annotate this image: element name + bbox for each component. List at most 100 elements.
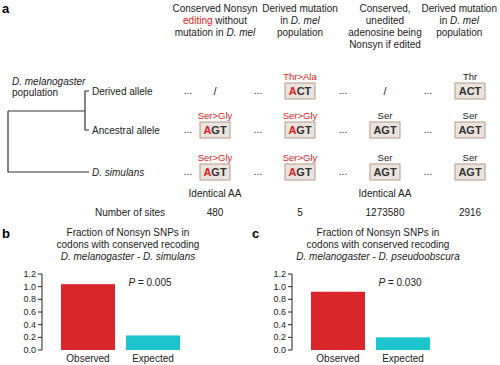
row-label: Ancestral allele xyxy=(92,125,160,136)
aa-change: Ser>Gly xyxy=(198,152,233,163)
codon-first: A xyxy=(459,85,467,97)
bar xyxy=(376,337,430,350)
column-header: population xyxy=(436,27,482,38)
text-run: Derived allele xyxy=(92,86,153,97)
column-header: in D. mel xyxy=(439,15,479,26)
codon: AGT xyxy=(458,124,482,136)
tree-branch xyxy=(85,91,89,130)
y-tick xyxy=(288,337,292,338)
text-run: Nonsyn if edited xyxy=(349,39,421,50)
y-tick-label: 0.6 xyxy=(273,307,286,317)
column-header: Nonsyn if edited xyxy=(349,39,421,50)
text-run: - xyxy=(134,251,143,262)
p-value: P = 0.005 xyxy=(128,277,172,288)
codon: AGT xyxy=(203,124,227,136)
tree-branch xyxy=(8,110,85,111)
codon-box xyxy=(370,164,400,180)
y-tick xyxy=(288,312,292,313)
y-tick xyxy=(288,274,292,275)
site-count: 5 xyxy=(297,207,303,218)
column-header: mutation in D. mel xyxy=(175,27,256,38)
site-count: 2916 xyxy=(459,207,482,218)
row-label: D. simulans xyxy=(92,167,144,178)
column-header: in D. mel xyxy=(280,15,320,26)
panel-a: aD. melanogasterpopulationDerived allele… xyxy=(2,1,497,218)
subtitle: D. melanogaster - D. simulans xyxy=(61,251,196,262)
column-header: adenosine being xyxy=(348,27,421,38)
y-tick-label: 0.2 xyxy=(273,332,286,342)
aa-change: Thr>Ala xyxy=(283,71,317,82)
y-tick xyxy=(288,324,292,325)
codon: AGT xyxy=(288,166,312,178)
column-header: Derived mutation xyxy=(421,3,497,14)
note: Identical AA xyxy=(189,188,242,199)
tree-label: D. melanogaster xyxy=(12,76,86,87)
text-run: D. mel xyxy=(450,15,480,26)
text-run: Ancestral allele xyxy=(92,125,160,136)
category-label: Observed xyxy=(316,353,359,364)
aa-change: Ser xyxy=(463,152,478,163)
ellipsis: ... xyxy=(339,85,347,96)
y-tick xyxy=(288,286,292,287)
bars xyxy=(311,292,430,350)
codon-box xyxy=(455,164,485,180)
y-tick xyxy=(288,299,292,300)
text-run: - xyxy=(370,251,379,262)
codon-box xyxy=(200,164,230,180)
codon-rest: GT xyxy=(381,124,397,136)
bars xyxy=(61,284,180,350)
codon-first: A xyxy=(458,124,466,136)
figure: aD. melanogasterpopulationDerived allele… xyxy=(0,0,500,365)
text-run: D. mel xyxy=(291,15,321,26)
y-tick xyxy=(38,299,42,300)
sites-label: Number of sites xyxy=(95,207,165,218)
text-run: = 0.005 xyxy=(135,277,172,288)
codon-first: A xyxy=(288,166,296,178)
y-tick-label: 0.2 xyxy=(23,332,36,342)
y-tick xyxy=(38,312,42,313)
codon-first: A xyxy=(373,124,381,136)
panel-c: cFraction of Nonsyn SNPs incodons with c… xyxy=(252,226,460,364)
ellipsis: ... xyxy=(339,166,347,177)
aa-change: Ser>Gly xyxy=(283,110,318,121)
codon-rest: GT xyxy=(211,166,227,178)
codon: AGT xyxy=(288,124,312,136)
codon: AGT xyxy=(373,166,397,178)
codon-box xyxy=(455,83,485,99)
text-run: D. melanogaster xyxy=(296,251,370,262)
y-tick xyxy=(38,286,42,287)
y-tick xyxy=(38,274,42,275)
y-tick-label: 0.8 xyxy=(273,294,286,304)
column-header: Conserved Nonsyn xyxy=(172,3,257,14)
codon-box xyxy=(285,164,315,180)
text-run: Derived mutation xyxy=(421,3,497,14)
text-run: population xyxy=(12,87,58,98)
ellipsis: ... xyxy=(424,166,432,177)
y-tick-label: 0.4 xyxy=(273,320,286,330)
codon-first: A xyxy=(458,166,466,178)
codon: AGT xyxy=(458,166,482,178)
y-tick-label: 0.0 xyxy=(23,345,36,355)
text-run: in xyxy=(439,15,450,26)
bar xyxy=(126,335,180,350)
codon-rest: GT xyxy=(211,124,227,136)
text-run: population xyxy=(277,27,323,38)
site-count: 480 xyxy=(207,207,224,218)
codon-box xyxy=(370,122,400,138)
category-label: Observed xyxy=(66,353,109,364)
codon-rest: GT xyxy=(381,166,397,178)
text-run: without xyxy=(213,15,248,26)
text-run: = 0.030 xyxy=(385,277,422,288)
codon-first: A xyxy=(203,166,211,178)
aa-change: Thr xyxy=(463,71,477,82)
y-tick-label: 1.0 xyxy=(273,282,286,292)
aa-change: Ser xyxy=(463,110,478,121)
row-label: Derived allele xyxy=(92,86,153,97)
codon: ACT xyxy=(289,85,312,97)
aa-change: Ser xyxy=(378,152,393,163)
subtitle: D. melanogaster - D. pseudoobscura xyxy=(296,251,460,262)
ellipsis: ... xyxy=(184,85,192,96)
ellipsis: ... xyxy=(254,166,262,177)
codon-rest: GT xyxy=(296,124,312,136)
text-run: D. mel xyxy=(226,27,256,38)
